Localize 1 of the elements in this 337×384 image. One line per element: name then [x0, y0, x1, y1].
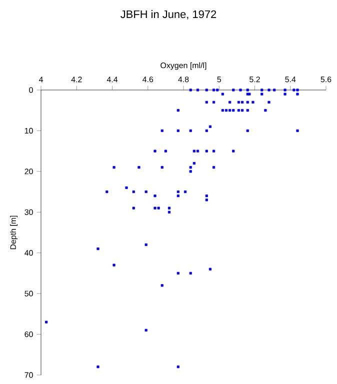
- chart-title: JBFH in June, 1972: [120, 10, 216, 20]
